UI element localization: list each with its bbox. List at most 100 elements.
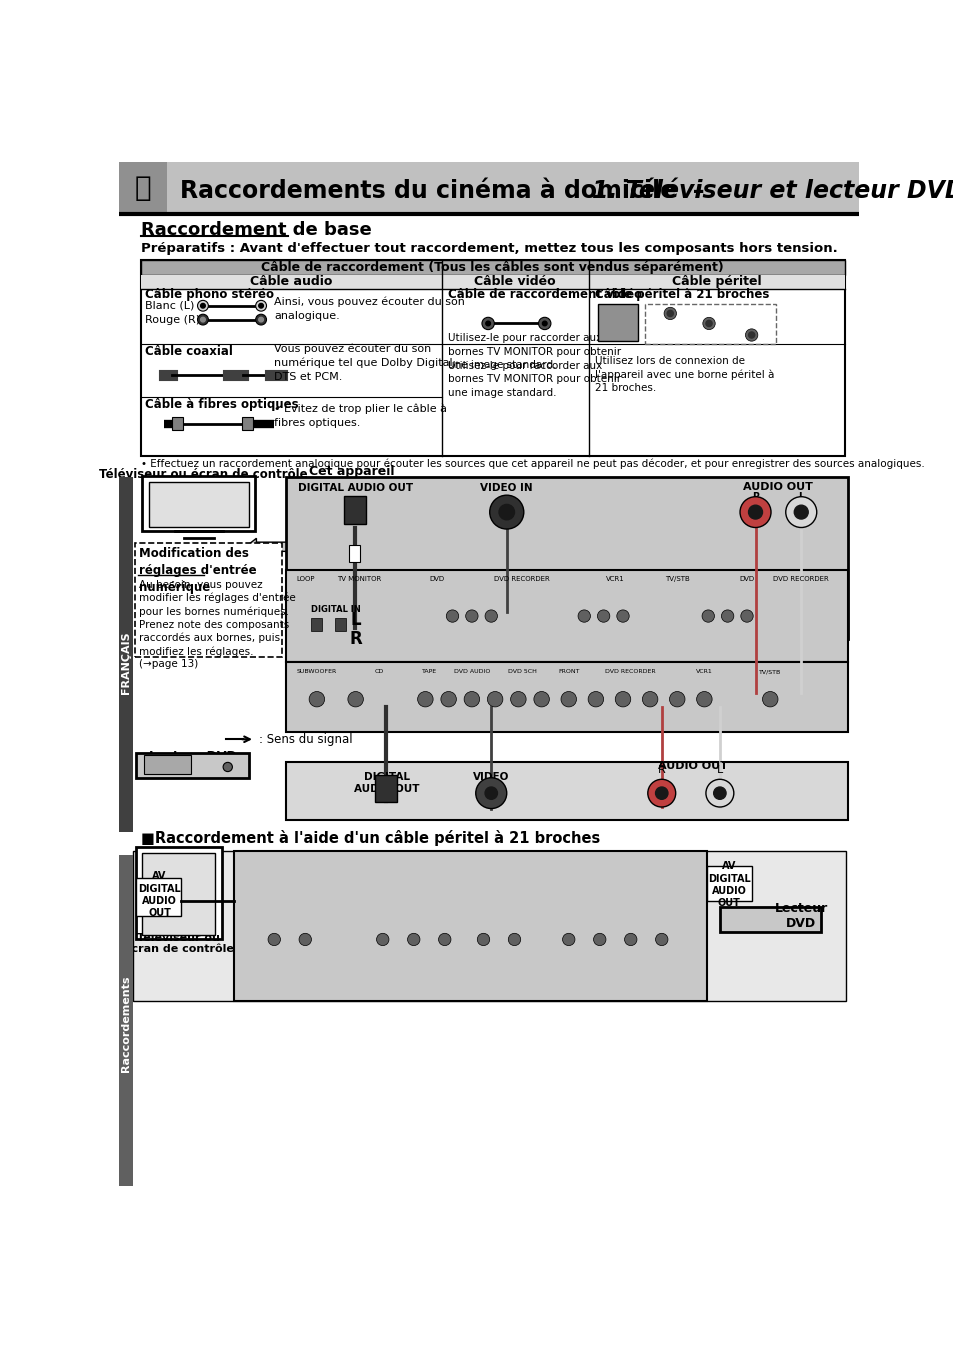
Text: Ainsi, vous pouvez écouter du son
analogique.: Ainsi, vous pouvez écouter du son analog… bbox=[274, 297, 465, 321]
Circle shape bbox=[417, 692, 433, 706]
Text: VIDEO
OUT: VIDEO OUT bbox=[473, 771, 509, 794]
Circle shape bbox=[624, 933, 637, 945]
Text: AV
DIGITAL
AUDIO
OUT: AV DIGITAL AUDIO OUT bbox=[707, 861, 750, 909]
Text: L: L bbox=[798, 492, 803, 503]
Circle shape bbox=[489, 495, 523, 528]
Bar bbox=[349, 545, 360, 562]
Text: AV
DIGITAL
AUDIO
OUT: AV DIGITAL AUDIO OUT bbox=[138, 871, 181, 918]
Bar bbox=[136, 754, 249, 778]
Text: RQT7996: RQT7996 bbox=[122, 1050, 132, 1091]
Text: ■Raccordement à l'aide d'un câble péritel à 21 broches: ■Raccordement à l'aide d'un câble périte… bbox=[141, 830, 599, 845]
Bar bbox=[141, 260, 843, 275]
Bar bbox=[172, 418, 183, 430]
Circle shape bbox=[560, 692, 576, 706]
Text: DVD AUDIO: DVD AUDIO bbox=[454, 669, 490, 674]
Text: Préparatifs : Avant d'effectuer tout raccordement, mettez tous les composants ho: Préparatifs : Avant d'effectuer tout rac… bbox=[141, 243, 837, 255]
Text: Téléviseur ou écran de contrôle: Téléviseur ou écran de contrôle bbox=[98, 468, 307, 481]
Text: SUBWOOFER: SUBWOOFER bbox=[296, 669, 336, 674]
Bar bbox=[119, 477, 133, 832]
Circle shape bbox=[255, 301, 266, 311]
Circle shape bbox=[197, 301, 208, 311]
Text: DVD RECORDER: DVD RECORDER bbox=[494, 576, 550, 582]
Bar bbox=[136, 847, 221, 940]
Text: TV MONITOR: TV MONITOR bbox=[337, 576, 381, 582]
Circle shape bbox=[542, 321, 546, 326]
Circle shape bbox=[740, 609, 753, 623]
Circle shape bbox=[348, 692, 363, 706]
Circle shape bbox=[587, 692, 603, 706]
Circle shape bbox=[617, 609, 629, 623]
Circle shape bbox=[647, 779, 675, 807]
Text: R: R bbox=[658, 766, 665, 775]
Text: DVD RECORDER: DVD RECORDER bbox=[773, 576, 828, 582]
Circle shape bbox=[794, 506, 807, 519]
Text: Raccordements: Raccordements bbox=[121, 976, 132, 1073]
Circle shape bbox=[255, 314, 266, 325]
Text: AUDIO OUT: AUDIO OUT bbox=[742, 481, 812, 492]
Circle shape bbox=[593, 933, 605, 945]
Circle shape bbox=[705, 779, 733, 807]
Circle shape bbox=[298, 933, 311, 945]
Bar bbox=[706, 867, 751, 900]
Bar bbox=[134, 543, 282, 656]
Circle shape bbox=[696, 692, 711, 706]
Text: Câble vidéo: Câble vidéo bbox=[474, 275, 556, 288]
Text: Vous pouvez écouter du son
numérique tel que Dolby Digital,
DTS et PCM.: Vous pouvez écouter du son numérique tel… bbox=[274, 344, 456, 383]
Circle shape bbox=[464, 692, 479, 706]
Text: R: R bbox=[349, 630, 361, 648]
Circle shape bbox=[748, 332, 754, 338]
Circle shape bbox=[258, 317, 263, 322]
Text: Utilisez-le pour raccorder aux
bornes TV MONITOR pour obtenir
une image standard: Utilisez-le pour raccorder aux bornes TV… bbox=[447, 333, 620, 369]
Circle shape bbox=[748, 506, 761, 519]
Bar bbox=[335, 617, 345, 631]
Text: DIGITAL
AUDIO OUT: DIGITAL AUDIO OUT bbox=[354, 771, 419, 794]
Text: Blanc (L): Blanc (L) bbox=[145, 301, 194, 311]
Text: DVD 5CH: DVD 5CH bbox=[507, 669, 537, 674]
Circle shape bbox=[200, 317, 205, 322]
Text: Raccordement de base: Raccordement de base bbox=[141, 221, 372, 239]
Text: • Effectuez un raccordement analogique pour écouter les sources que cet appareil: • Effectuez un raccordement analogique p… bbox=[141, 458, 923, 469]
Bar bbox=[375, 775, 396, 802]
Text: Câble de raccordement (Tous les câbles sont vendus séparément): Câble de raccordement (Tous les câbles s… bbox=[261, 260, 723, 274]
Bar bbox=[598, 305, 638, 341]
Circle shape bbox=[702, 317, 715, 330]
Text: Câble coaxial: Câble coaxial bbox=[145, 345, 233, 359]
Bar bbox=[141, 260, 843, 456]
Text: FRONT: FRONT bbox=[558, 669, 578, 674]
Bar bbox=[144, 755, 191, 774]
Text: DIGITAL AUDIO OUT: DIGITAL AUDIO OUT bbox=[297, 483, 413, 493]
Text: DVD RECORDER: DVD RECORDER bbox=[605, 669, 656, 674]
Circle shape bbox=[669, 692, 684, 706]
Bar bbox=[286, 477, 847, 639]
Circle shape bbox=[578, 609, 590, 623]
Text: Rouge (R): Rouge (R) bbox=[145, 314, 200, 325]
Bar bbox=[233, 851, 706, 1002]
Circle shape bbox=[701, 609, 714, 623]
Text: Cet appareil: Cet appareil bbox=[309, 465, 395, 477]
Bar bbox=[119, 855, 133, 1186]
Text: Téléviseur ou
écran de contrôle: Téléviseur ou écran de contrôle bbox=[124, 933, 233, 954]
Circle shape bbox=[666, 310, 673, 317]
Text: L: L bbox=[716, 766, 722, 775]
Bar bbox=[141, 275, 843, 288]
Circle shape bbox=[720, 609, 733, 623]
Bar bbox=[142, 476, 254, 531]
Bar bbox=[286, 763, 847, 820]
Circle shape bbox=[440, 692, 456, 706]
Text: TV/STB: TV/STB bbox=[759, 669, 781, 674]
Text: Câble phono stéréo: Câble phono stéréo bbox=[145, 287, 274, 301]
Circle shape bbox=[655, 787, 667, 799]
Bar bbox=[136, 878, 181, 917]
Circle shape bbox=[258, 303, 263, 309]
Text: VCR1: VCR1 bbox=[605, 576, 624, 582]
Bar bbox=[149, 483, 249, 527]
Bar bbox=[286, 662, 847, 732]
Text: 🔧: 🔧 bbox=[134, 174, 152, 202]
Bar bbox=[286, 570, 847, 662]
Circle shape bbox=[407, 933, 419, 945]
Circle shape bbox=[655, 933, 667, 945]
Circle shape bbox=[641, 692, 658, 706]
Circle shape bbox=[223, 763, 233, 771]
Bar bbox=[720, 907, 820, 931]
Circle shape bbox=[485, 321, 490, 326]
